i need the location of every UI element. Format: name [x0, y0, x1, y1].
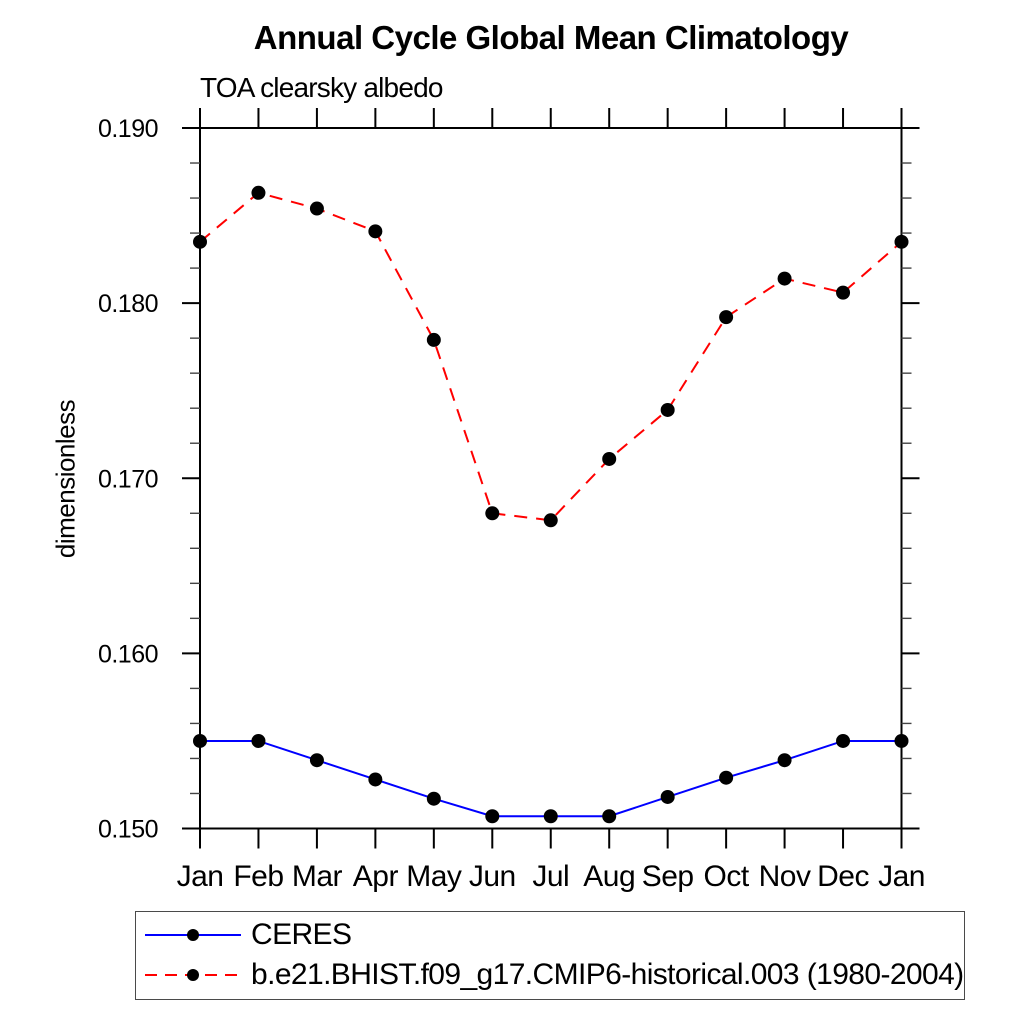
data-point-marker	[485, 506, 500, 521]
chart-subtitle: TOA clearsky albedo	[200, 72, 443, 103]
data-point-marker	[251, 185, 266, 200]
data-point-marker	[193, 234, 207, 249]
legend-line-sample-ceres	[145, 929, 241, 941]
data-point-marker	[719, 310, 734, 325]
x-tick-label: Nov	[759, 860, 811, 893]
x-tick-label: Jun	[469, 860, 516, 893]
chart-title: Annual Cycle Global Mean Climatology	[253, 19, 849, 56]
data-point-marker	[368, 224, 383, 239]
data-point-marker	[426, 332, 441, 347]
data-point-marker	[368, 772, 383, 787]
data-point-marker	[485, 809, 500, 824]
data-point-marker	[660, 789, 675, 804]
legend-item-ceres: CERES	[141, 915, 352, 955]
y-tick-label: 0.170	[98, 465, 158, 493]
data-point-marker	[602, 809, 617, 824]
x-tick-label: Jan	[878, 860, 925, 893]
y-tick-label: 0.180	[98, 290, 158, 318]
x-tick-label: Dec	[817, 860, 869, 893]
y-tick-label: 0.190	[98, 115, 158, 143]
data-point-marker	[836, 285, 851, 300]
x-tick-label: May	[406, 860, 462, 893]
legend-sample-marker	[187, 929, 199, 941]
x-tick-label: Mar	[292, 860, 343, 893]
data-point-marker	[309, 753, 324, 768]
series-line-1	[199, 191, 903, 522]
data-point-marker	[777, 753, 792, 768]
axis-frame	[199, 127, 903, 830]
data-point-marker	[251, 733, 266, 748]
y-tick-label: 0.160	[98, 640, 158, 668]
data-point-marker	[660, 402, 675, 417]
y-tick-label: 0.150	[98, 816, 158, 844]
x-tick-label: Apr	[353, 860, 399, 893]
data-point-marker	[836, 733, 851, 748]
x-tick-label: Aug	[583, 860, 635, 893]
data-point-marker	[894, 234, 909, 249]
legend-label-model: b.e21.BHIST.f09_g17.CMIP6-historical.003…	[251, 958, 964, 991]
legend-box: CERES b.e21.BHIST.f09_g17.CMIP6-historic…	[135, 911, 965, 1000]
data-point-marker	[543, 809, 558, 824]
data-point-marker	[309, 201, 324, 216]
data-point-marker	[719, 770, 734, 785]
x-tick-label: Sep	[642, 860, 694, 893]
legend-item-model: b.e21.BHIST.f09_g17.CMIP6-historical.003…	[141, 955, 964, 995]
data-point-marker	[543, 513, 558, 528]
x-tick-label: Feb	[233, 860, 283, 893]
x-tick-label: Oct	[704, 860, 750, 893]
x-tick-label: Jan	[177, 860, 224, 893]
data-point-marker	[602, 451, 617, 466]
series-line-0	[200, 739, 902, 818]
data-point-marker	[777, 271, 792, 286]
legend-line-sample-model	[145, 969, 241, 981]
data-point-marker	[894, 733, 909, 748]
data-point-marker	[193, 733, 207, 748]
data-point-marker	[426, 791, 441, 806]
x-tick-label: Jul	[532, 860, 569, 893]
legend-sample-marker	[187, 969, 199, 981]
legend-label-ceres: CERES	[251, 918, 352, 951]
